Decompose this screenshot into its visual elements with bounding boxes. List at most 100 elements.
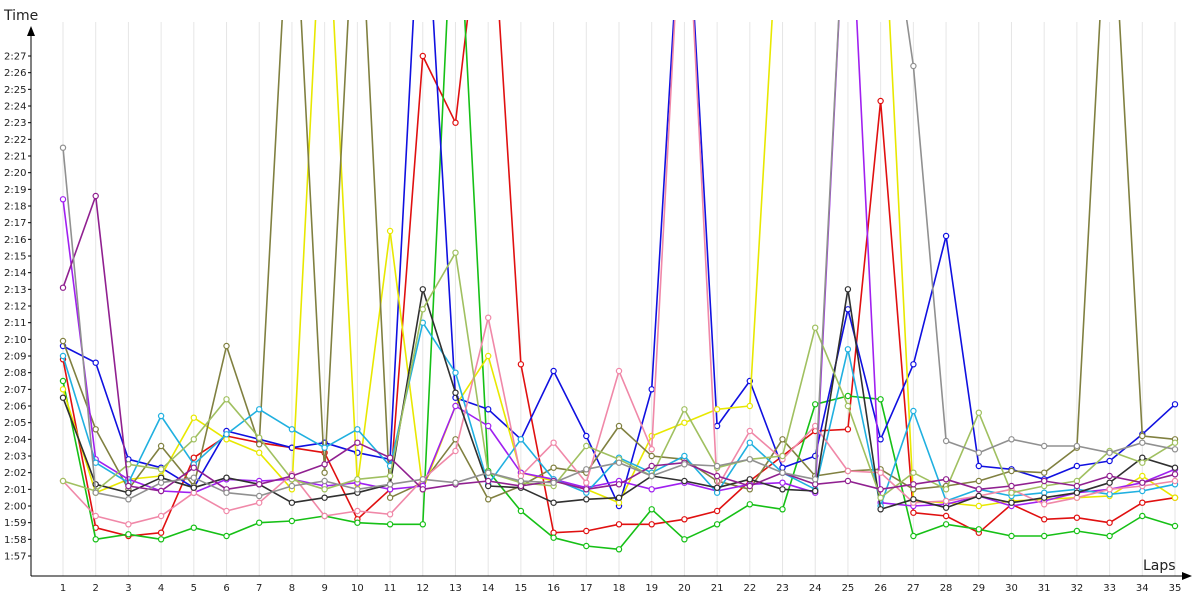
data-point xyxy=(419,521,426,528)
x-tick-label: 35 xyxy=(1169,583,1182,594)
data-point xyxy=(648,521,655,528)
data-point xyxy=(223,532,230,540)
series-lines xyxy=(59,20,1179,553)
data-point xyxy=(125,521,132,528)
data-point xyxy=(877,97,884,105)
data-point xyxy=(1139,432,1146,440)
data-point xyxy=(681,461,688,468)
data-point xyxy=(779,506,786,513)
data-point xyxy=(1139,439,1146,446)
x-tick-label: 24 xyxy=(809,583,822,594)
data-point xyxy=(1008,467,1015,475)
data-point xyxy=(844,286,852,293)
data-point xyxy=(1008,436,1015,443)
data-point xyxy=(1171,401,1179,408)
data-point xyxy=(713,422,721,430)
data-point xyxy=(746,427,754,435)
data-point xyxy=(59,144,67,151)
data-point xyxy=(648,486,655,493)
data-point xyxy=(583,542,590,550)
data-point xyxy=(386,511,394,518)
data-point xyxy=(877,486,884,493)
x-tick-label: 13 xyxy=(449,583,462,594)
axes xyxy=(27,26,1192,580)
data-point xyxy=(1040,469,1048,476)
data-point xyxy=(321,486,328,493)
data-point xyxy=(583,527,590,535)
data-point xyxy=(942,512,950,520)
data-point xyxy=(1008,499,1015,506)
data-point xyxy=(157,529,165,536)
y-tick-label: 2:26 xyxy=(4,68,26,79)
data-point xyxy=(386,521,394,528)
data-point xyxy=(877,494,884,501)
series-12 xyxy=(59,20,1179,503)
y-tick-label: 1:57 xyxy=(4,552,26,563)
data-point xyxy=(59,477,67,485)
data-point xyxy=(975,526,983,533)
data-point xyxy=(1139,479,1146,486)
y-tick-label: 2:00 xyxy=(4,502,26,513)
data-point xyxy=(648,386,655,393)
data-point xyxy=(157,536,165,543)
y-tick-label: 2:14 xyxy=(4,268,26,279)
data-point xyxy=(419,486,426,493)
data-point xyxy=(419,476,426,483)
data-point xyxy=(1139,472,1146,480)
x-tick-label: 12 xyxy=(416,583,429,594)
x-tick-label: 1 xyxy=(60,583,66,594)
data-point xyxy=(910,532,917,540)
x-tick-label: 7 xyxy=(256,583,262,594)
data-point xyxy=(746,456,754,463)
data-point xyxy=(452,402,459,410)
data-point xyxy=(648,452,655,460)
data-point xyxy=(157,479,165,486)
data-point xyxy=(550,464,557,471)
data-point xyxy=(942,232,950,240)
data-point xyxy=(844,346,852,353)
data-point xyxy=(877,436,884,443)
x-tick-label: 28 xyxy=(940,583,953,594)
data-point xyxy=(681,536,688,543)
data-point xyxy=(125,482,132,490)
data-point xyxy=(92,459,99,466)
data-point xyxy=(386,227,394,235)
data-point xyxy=(223,431,230,438)
data-point xyxy=(59,196,67,203)
data-point xyxy=(59,352,67,360)
data-point xyxy=(1073,442,1081,450)
data-point xyxy=(354,519,361,526)
data-point xyxy=(321,494,328,501)
data-point xyxy=(321,512,328,520)
data-point xyxy=(713,406,721,413)
data-point xyxy=(485,496,492,503)
data-point xyxy=(288,499,296,506)
x-tick-label: 30 xyxy=(1005,583,1018,594)
data-point xyxy=(942,504,950,511)
y-tick-label: 2:18 xyxy=(4,202,26,213)
y-tick-label: 2:05 xyxy=(4,418,26,429)
y-tick-label: 2:01 xyxy=(4,485,26,496)
data-point xyxy=(1040,532,1048,540)
data-point xyxy=(1139,512,1146,520)
data-point xyxy=(190,436,197,443)
data-point xyxy=(812,422,819,430)
data-point xyxy=(1171,446,1179,453)
y-tick-label: 1:59 xyxy=(4,518,26,529)
data-point xyxy=(812,476,819,483)
y-axis-title: Time xyxy=(3,8,38,24)
data-point xyxy=(59,377,67,385)
data-point xyxy=(517,361,525,368)
data-point xyxy=(59,284,67,291)
data-point xyxy=(190,464,197,471)
data-point xyxy=(485,469,492,476)
data-point xyxy=(452,447,459,455)
y-tick-label: 2:25 xyxy=(4,85,26,96)
data-point xyxy=(92,426,99,433)
data-point xyxy=(386,454,394,461)
x-axis-title: Laps xyxy=(1143,558,1176,574)
data-point xyxy=(844,467,852,475)
data-point xyxy=(975,492,983,500)
data-point xyxy=(615,481,623,488)
data-point xyxy=(1040,494,1048,501)
